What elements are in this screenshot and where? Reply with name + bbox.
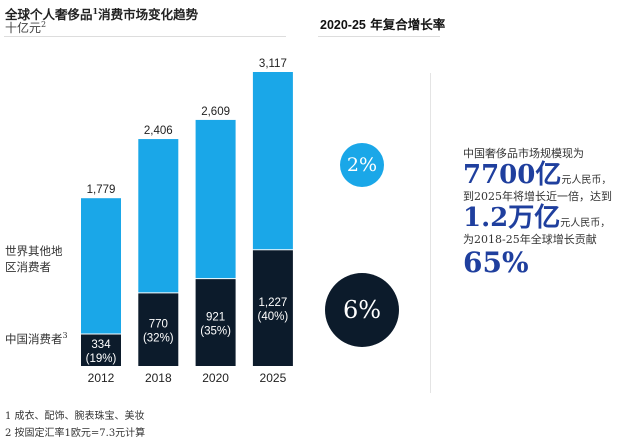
unit-footnote-mark: 2: [41, 20, 47, 29]
callout-line-3: 为2018-25年全球增长贡献: [463, 233, 597, 246]
china-market-callout: 中国奢侈品市场规模现为 7700亿元人民币， 到2025年将增长近一倍，达到 1…: [463, 146, 640, 279]
bar-rest-of-world-2018: [138, 139, 179, 293]
bar-china-2020: [195, 279, 236, 366]
bar-rest-of-world-2020: [195, 119, 236, 279]
callout-unit-1: 元人民币，: [561, 175, 612, 186]
title-text-rest: 消费市场变化趋势: [98, 7, 199, 22]
legend-rest-of-world: 世界其他地区消费者: [5, 244, 63, 274]
cagr-heading-years: 2020-25: [320, 18, 366, 32]
callout-big-3: 65%: [463, 246, 529, 279]
year-label-2025: 2025: [260, 371, 287, 385]
total-label-2025: 3,117: [259, 58, 287, 70]
callout-big-2: 1.2万亿: [463, 203, 561, 233]
china-value-label-2025: 1,227: [259, 297, 288, 309]
bar-rest-of-world-2025: [252, 72, 293, 250]
bar-chart: 1,779 334 (19%) 2012 2,406 770 (32%) 2018 2,609 9…: [81, 58, 293, 385]
cagr-heading: 2020-25 年复合增长率: [320, 14, 445, 33]
footnote-2: 2 按固定汇率1欧元=7.3元计算: [5, 428, 146, 439]
unit-text: 十亿元: [5, 21, 42, 35]
cagr-rest-of-world-value: 2%: [346, 154, 378, 176]
callout-line-1: 中国奢侈品市场规模现为: [463, 147, 584, 160]
footnote-1: 1 成衣、配饰、腕表珠宝、美妆: [5, 411, 145, 422]
cagr-heading-text: 年复合增长率: [365, 17, 446, 32]
bar-china-2025: [252, 250, 293, 366]
bar-rest-of-world-2012: [81, 198, 121, 334]
china-value-label-2025: (40%): [258, 311, 289, 323]
china-value-label-2018: 770: [149, 319, 168, 331]
title-text: 全球个人奢侈品: [5, 7, 93, 22]
legend-china-text: 中国消费者: [5, 331, 63, 346]
total-label-2012: 1,779: [87, 184, 116, 196]
callout-big-1: 7700亿: [463, 160, 562, 190]
title-divider: [4, 36, 286, 37]
callout-line-2: 到2025年将增长近一倍，达到: [463, 190, 612, 203]
china-value-label-2012: (19%): [86, 353, 117, 365]
cagr-china-circle: 6%: [325, 273, 399, 347]
china-value-label-2018: (32%): [143, 333, 174, 345]
cagr-divider: [318, 36, 440, 37]
callout-unit-2: 元人民币，: [560, 218, 611, 229]
unit-label: 十亿元2: [5, 19, 46, 36]
cagr-rest-of-world-circle: 2%: [340, 143, 384, 187]
section-divider: [430, 73, 431, 393]
year-label-2020: 2020: [202, 371, 229, 385]
title-footnote-mark: 1: [92, 5, 99, 16]
legend-china: 中国消费者3: [5, 328, 68, 347]
total-label-2020: 2,609: [201, 106, 230, 118]
year-label-2018: 2018: [145, 371, 172, 385]
bar-china-2012: [81, 334, 121, 366]
china-value-label-2020: 921: [206, 312, 225, 324]
total-label-2018: 2,406: [144, 125, 173, 137]
year-label-2012: 2012: [88, 371, 115, 385]
chart-title: 全球个人奢侈品1消费市场变化趋势: [5, 4, 198, 23]
cagr-china-value: 6%: [342, 296, 382, 324]
legend-china-footnote-mark: 3: [62, 331, 68, 340]
bar-china-2018: [138, 293, 179, 366]
china-value-label-2020: (35%): [200, 326, 231, 338]
china-value-label-2012: 334: [91, 339, 111, 351]
